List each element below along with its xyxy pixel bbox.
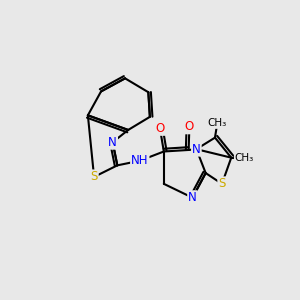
Text: S: S xyxy=(218,177,226,190)
Text: S: S xyxy=(90,170,98,183)
Text: N: N xyxy=(192,143,201,156)
Text: NH: NH xyxy=(131,154,148,167)
Text: N: N xyxy=(108,136,117,149)
Text: CH₃: CH₃ xyxy=(235,153,254,163)
Text: CH₃: CH₃ xyxy=(208,118,227,128)
Text: N: N xyxy=(188,191,197,204)
Text: O: O xyxy=(185,120,194,134)
Text: O: O xyxy=(155,122,165,135)
